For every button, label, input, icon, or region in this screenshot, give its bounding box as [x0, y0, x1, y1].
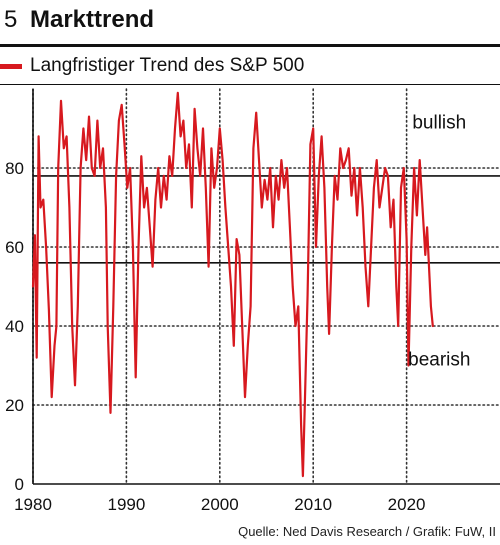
- y-tick-label-20: 20: [5, 396, 24, 415]
- reference-lines: [33, 175, 500, 264]
- x-tick-label-1980: 1980: [14, 495, 52, 514]
- annotation-bearish: bearish: [408, 350, 470, 371]
- x-tick-label-2000: 2000: [201, 495, 239, 514]
- annotation-bullish: bullish: [412, 113, 466, 134]
- series-line-0: [31, 91, 434, 478]
- y-tick-label-40: 40: [5, 317, 24, 336]
- header-rule: [0, 44, 500, 47]
- series-layer: [31, 91, 434, 478]
- x-tick-label-1990: 1990: [107, 495, 145, 514]
- legend-swatch: [0, 64, 22, 69]
- chart-number: 5: [4, 6, 18, 33]
- legend-label: Langfristiger Trend des S&P 500: [30, 55, 305, 76]
- y-tick-label-60: 60: [5, 238, 24, 257]
- tick-labels: 0 20 40 60 80 1980 1990 2000 2010 2020: [5, 159, 425, 514]
- x-tick-label-2020: 2020: [388, 495, 426, 514]
- source-note: Quelle: Ned Davis Research / Grafik: FuW…: [238, 524, 496, 539]
- line-chart: 0 20 40 60 80 1980 1990 2000 2010 2020 bullish bea…: [5, 88, 500, 514]
- x-tick-label-2010: 2010: [294, 495, 332, 514]
- y-tick-label-80: 80: [5, 159, 24, 178]
- annotations: bullish bearish: [408, 113, 470, 371]
- chart-title: Markttrend: [30, 6, 155, 33]
- legend-rule: [0, 84, 500, 85]
- y-tick-label-0: 0: [15, 475, 24, 494]
- chart-header: 5 Markttrend: [0, 0, 500, 44]
